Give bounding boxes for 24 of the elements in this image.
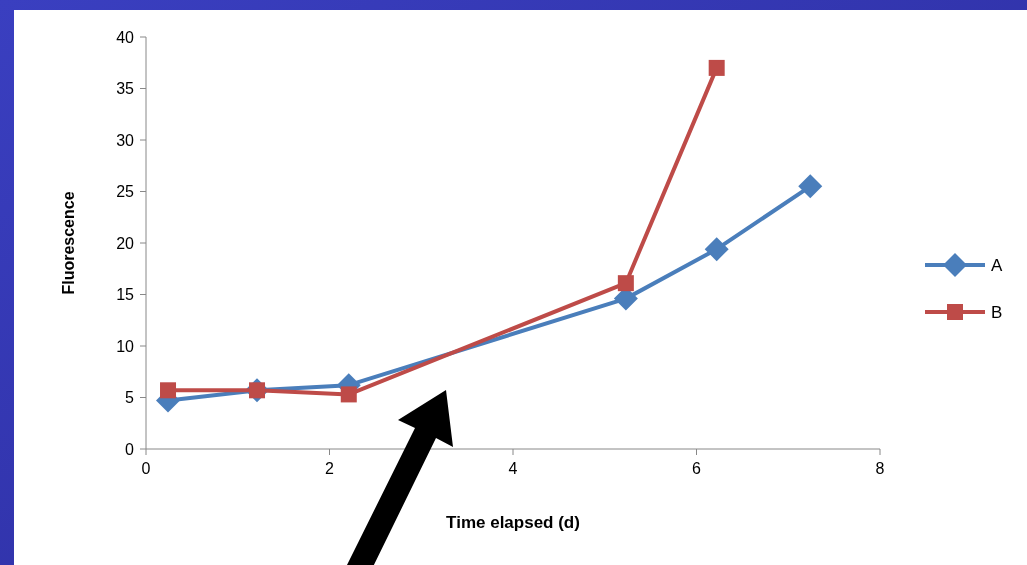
point bbox=[617, 275, 634, 292]
y-tick-label: 0 bbox=[125, 440, 135, 458]
legend-label: A bbox=[991, 255, 1003, 275]
y-tick-label: 10 bbox=[116, 337, 135, 355]
x-axis-title: Time elapsed (d) bbox=[446, 513, 580, 532]
legend-label: B bbox=[991, 302, 1003, 322]
x-tick-label: 0 bbox=[141, 460, 151, 477]
y-tick-label: 25 bbox=[116, 183, 135, 201]
y-tick-label: 5 bbox=[125, 389, 135, 407]
y-axis-title: Fluorescence bbox=[60, 191, 77, 295]
point bbox=[340, 386, 357, 403]
point bbox=[160, 382, 177, 399]
y-tick-label: 20 bbox=[116, 234, 135, 252]
point bbox=[798, 174, 823, 199]
x-tick-label: 6 bbox=[692, 460, 702, 477]
y-tick-label: 35 bbox=[116, 80, 135, 98]
y-tick-label: 30 bbox=[116, 131, 135, 149]
y-tick-label: 40 bbox=[116, 28, 135, 46]
point bbox=[708, 59, 725, 76]
point bbox=[704, 237, 729, 262]
y-tick-label: 15 bbox=[116, 286, 135, 304]
x-tick-label: 2 bbox=[325, 460, 335, 477]
x-tick-label: 8 bbox=[875, 460, 885, 477]
x-tick-label: 4 bbox=[508, 460, 518, 477]
